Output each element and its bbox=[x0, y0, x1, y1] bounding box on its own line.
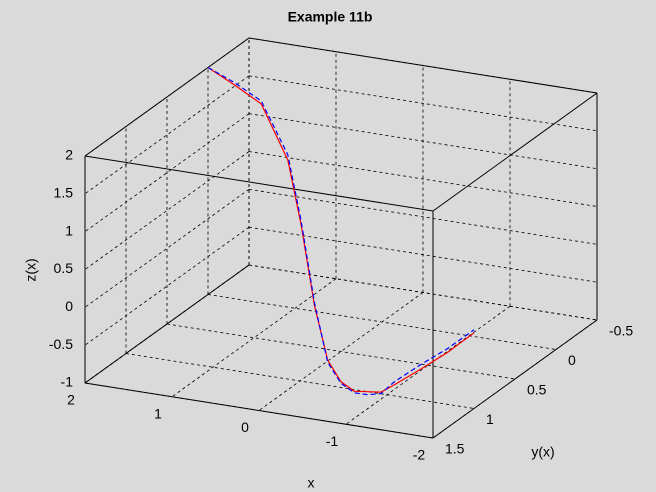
z-tick-label: 1.5 bbox=[54, 185, 74, 201]
axis-box bbox=[432, 319, 598, 439]
y-tick-label: 1.5 bbox=[445, 441, 465, 457]
axis-box bbox=[84, 264, 250, 384]
grid-line bbox=[248, 75, 598, 132]
axis-box bbox=[432, 92, 598, 212]
x-tick-label: 1 bbox=[154, 405, 162, 421]
y-tick-label: 1 bbox=[486, 411, 494, 427]
grid-line bbox=[84, 151, 250, 270]
data-line bbox=[207, 66, 475, 396]
y-tick-label: 0.5 bbox=[527, 382, 547, 398]
axis-box bbox=[248, 37, 598, 94]
grid-line bbox=[248, 264, 598, 321]
y-tick-label: -0.5 bbox=[609, 323, 633, 339]
x-tick-label: 0 bbox=[241, 419, 249, 435]
axis-box bbox=[84, 37, 250, 157]
grid-line bbox=[248, 151, 598, 207]
x-tick-label: -1 bbox=[326, 433, 339, 449]
grid-line bbox=[166, 323, 516, 380]
z-tick-label: 2 bbox=[65, 147, 73, 163]
axis-box bbox=[84, 155, 434, 212]
axis-box bbox=[84, 382, 434, 439]
grid-line bbox=[345, 305, 511, 425]
grid-line bbox=[207, 294, 557, 350]
grid-line bbox=[125, 353, 475, 409]
y-tick-label: 0 bbox=[568, 352, 576, 368]
grid-line bbox=[84, 226, 250, 346]
grid-line bbox=[84, 75, 250, 195]
x-tick-label: 2 bbox=[67, 392, 75, 408]
x-axis-label: x bbox=[308, 475, 315, 491]
grid-line bbox=[258, 292, 424, 411]
z-tick-label: 0.5 bbox=[54, 260, 74, 276]
grid-line bbox=[248, 226, 598, 283]
z-tick-label: 1 bbox=[65, 222, 73, 238]
z-axis-label: z(x) bbox=[23, 258, 39, 281]
grid-line bbox=[171, 278, 337, 398]
z-tick-label: -1 bbox=[61, 374, 74, 390]
grid-line bbox=[84, 113, 250, 232]
grid-line bbox=[248, 113, 598, 170]
grid-line bbox=[248, 188, 598, 245]
chart-title: Example 11b bbox=[288, 9, 373, 25]
grid-line bbox=[84, 189, 250, 308]
data-line bbox=[207, 66, 475, 393]
z-tick-label: -0.5 bbox=[49, 336, 73, 352]
y-axis-label: y(x) bbox=[531, 444, 554, 460]
x-tick-label: -2 bbox=[413, 447, 426, 463]
z-tick-label: 0 bbox=[65, 298, 73, 314]
